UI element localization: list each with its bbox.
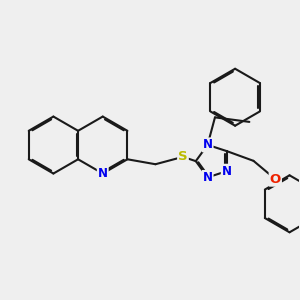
Text: S: S — [178, 150, 188, 164]
Text: O: O — [270, 172, 281, 186]
Text: N: N — [202, 171, 213, 184]
Text: N: N — [222, 165, 232, 178]
Text: N: N — [202, 138, 213, 152]
Text: N: N — [98, 167, 108, 180]
